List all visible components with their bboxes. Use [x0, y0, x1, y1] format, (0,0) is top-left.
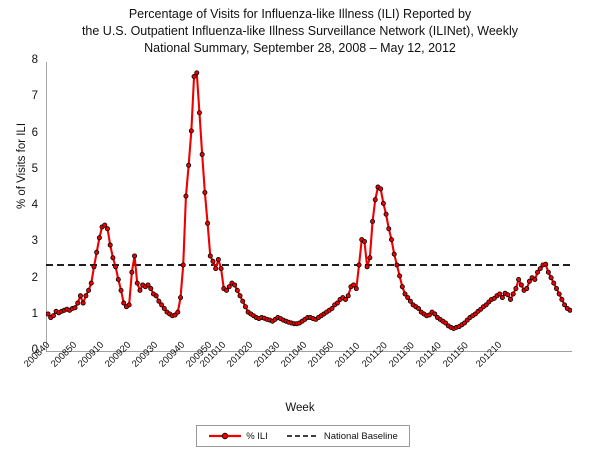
legend-label-ili: % ILI: [246, 430, 268, 442]
legend-entry-ili: % ILI: [208, 431, 268, 442]
y-tick-label: 6: [31, 126, 38, 139]
chart-title-line-2: the U.S. Outpatient Influenza-like Illne…: [81, 24, 519, 38]
plot-area: [46, 62, 572, 352]
legend-line-icon: [209, 432, 242, 440]
y-tick-label: 5: [31, 162, 38, 175]
chart-title-line-1: Percentage of Visits for Influenza-like …: [128, 7, 472, 21]
y-tick-label: 8: [31, 54, 38, 66]
legend-entry-baseline: National Baseline: [286, 431, 398, 442]
y-tick-label: 0: [31, 344, 38, 356]
legend-label-baseline: National Baseline: [323, 430, 398, 442]
y-tick-label: 2: [31, 271, 38, 284]
chart-title-line-3: National Summary, September 28, 2008 – M…: [144, 41, 456, 55]
plot-svg: [46, 62, 572, 352]
y-tick-label: 1: [31, 307, 38, 320]
legend-dashed-line-icon: [286, 435, 319, 437]
chart-title: Percentage of Visits for Influenza-like …: [0, 6, 600, 57]
y-tick-label: 3: [31, 235, 38, 248]
y-tick-label: 7: [31, 90, 38, 103]
chart-legend: % ILI National Baseline: [196, 425, 410, 447]
y-tick-label: 4: [31, 199, 38, 211]
x-axis-label: Week: [285, 402, 315, 414]
